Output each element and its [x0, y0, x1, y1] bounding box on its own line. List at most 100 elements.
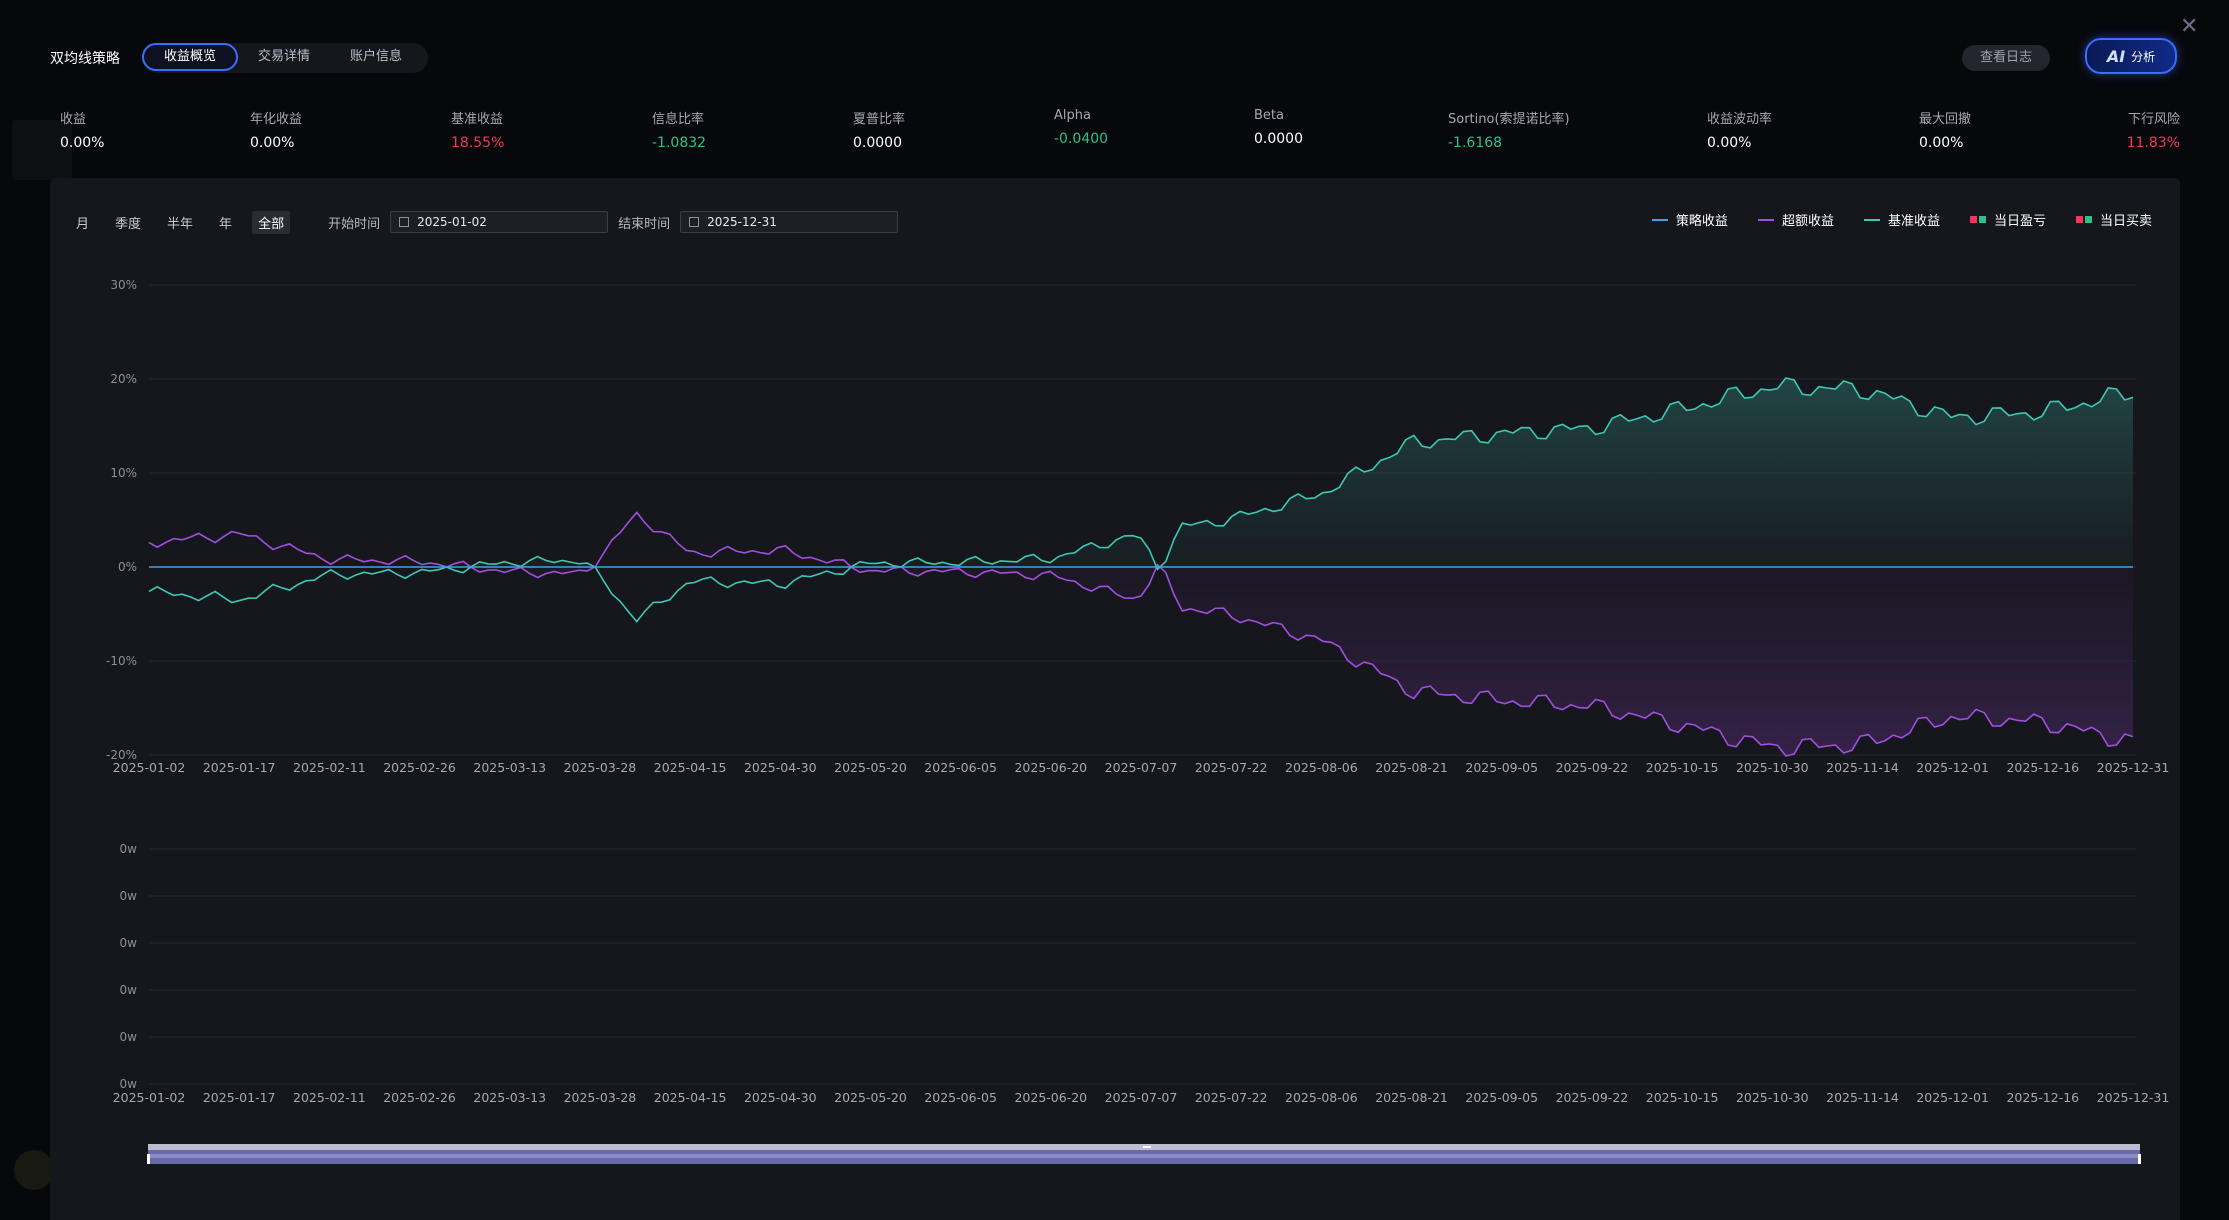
legend-daily-pnl[interactable]: 当日盈亏 [1969, 210, 2046, 229]
end-date-input[interactable]: 2025-12-31 [680, 211, 899, 233]
metric-value: 18.55% [451, 135, 505, 151]
x-tick-label: 2025-05-20 [834, 760, 907, 775]
x-tick-label: 2025-08-06 [1285, 1090, 1358, 1105]
zoom-slider-range [150, 1154, 2138, 1158]
x-tick-label: 2025-07-07 [1105, 760, 1178, 775]
legend-square-marker [1969, 216, 1977, 223]
x-tick-label: 2025-10-15 [1646, 1090, 1719, 1105]
x-tick-label: 2025-06-05 [924, 760, 997, 775]
y-tick-label: 0% [118, 560, 137, 574]
metric-value: -0.0400 [1054, 131, 1109, 147]
zoom-slider-left-handle[interactable] [147, 1154, 150, 1164]
legend-label: 超额收益 [1781, 214, 1834, 229]
metric-value: 0.00% [1707, 135, 1752, 151]
y-tick-label: 20% [110, 372, 137, 386]
metric-label: 信息比率 [652, 112, 705, 127]
metric-sortino: Sortino(索提诺比率) -1.6168 [1448, 108, 1570, 151]
strategy-title: 双均线策略 [50, 51, 120, 67]
close-icon[interactable]: ✕ [2180, 14, 2199, 39]
x-tick-label: 2025-09-22 [1556, 760, 1629, 775]
modal-header: 双均线策略 收益概览 交易详情 账户信息 查看日志 AI 分析 ✕ [0, 0, 2229, 110]
metric-value: 0.00% [250, 135, 295, 151]
metric-return: 收益 0.00% [60, 108, 104, 151]
period-all[interactable]: 全部 [252, 210, 291, 234]
legend-line-marker [1863, 218, 1880, 221]
x-tick-label: 2025-03-13 [473, 1090, 546, 1105]
tab-trade-details[interactable]: 交易详情 [258, 49, 311, 64]
legend-excess[interactable]: 超额收益 [1757, 210, 1834, 229]
start-date-input[interactable]: 2025-01-02 [390, 211, 609, 233]
background-avatar [14, 1150, 54, 1190]
benchmark-return-line [148, 377, 2134, 623]
y-tick-label: 0w [120, 1030, 138, 1044]
ai-analysis-label: 分析 [2131, 49, 2156, 64]
x-tick-label: 2025-03-28 [564, 760, 637, 775]
legend-strategy[interactable]: 策略收益 [1651, 210, 1728, 229]
x-tick-label: 2025-10-30 [1736, 760, 1809, 775]
metric-value: 0.00% [60, 135, 105, 151]
tab-overview[interactable]: 收益概览 [142, 43, 239, 71]
x-tick-label: 2025-03-28 [564, 1090, 637, 1105]
y-tick-label: 0w [120, 842, 138, 856]
legend-square-marker [2075, 216, 2083, 223]
legend-label: 策略收益 [1675, 214, 1728, 229]
x-tick-label: 2025-06-20 [1014, 760, 1087, 775]
period-month[interactable]: 月 [76, 216, 90, 232]
x-tick-label: 2025-12-16 [2006, 760, 2079, 775]
metric-label: 收益 [60, 112, 87, 127]
x-tick-label: 2025-03-13 [473, 760, 546, 775]
x-tick-label: 2025-12-31 [2097, 1090, 2170, 1105]
period-quarter[interactable]: 季度 [115, 216, 142, 232]
y-tick-label: 30% [110, 278, 137, 292]
x-tick-label: 2025-12-16 [2006, 1090, 2079, 1105]
metric-value: 0.0000 [1254, 131, 1303, 147]
metric-volatility: 收益波动率 0.00% [1707, 108, 1772, 151]
metric-value: -1.6168 [1448, 135, 1503, 151]
x-tick-label: 2025-01-02 [113, 1090, 186, 1105]
y-tick-label: -20% [106, 748, 137, 762]
metric-alpha: Alpha -0.0400 [1054, 108, 1108, 147]
metric-label: 夏普比率 [853, 112, 906, 127]
legend-daily-trade[interactable]: 当日买卖 [2075, 210, 2152, 229]
chart-controls: 月 季度 半年 年 全部 开始时间 2025-01-02 结束时间 2025-1… [70, 210, 908, 234]
metric-annual-return: 年化收益 0.00% [250, 108, 302, 151]
period-half-year[interactable]: 半年 [167, 216, 194, 232]
x-tick-label: 2025-10-15 [1646, 760, 1719, 775]
start-date-value: 2025-01-02 [417, 215, 487, 229]
x-tick-label: 2025-07-22 [1195, 1090, 1268, 1105]
x-tick-label: 2025-04-15 [654, 760, 727, 775]
x-tick-label: 2025-11-14 [1826, 1090, 1899, 1105]
zoom-slider-right-handle[interactable] [2138, 1154, 2141, 1164]
legend-square-marker [2084, 216, 2092, 223]
legend-square-marker [1978, 216, 1986, 223]
metric-label: 收益波动率 [1707, 112, 1773, 127]
view-log-button[interactable]: 查看日志 [1962, 45, 2050, 71]
y-tick-label: 0w [120, 889, 138, 903]
legend-line-marker [1651, 218, 1668, 221]
x-tick-label: 2025-01-02 [113, 760, 186, 775]
metric-value: 0.0000 [853, 135, 902, 151]
x-tick-label: 2025-07-07 [1105, 1090, 1178, 1105]
y-tick-label: -10% [106, 654, 137, 668]
legend-benchmark[interactable]: 基准收益 [1863, 210, 1940, 229]
metric-label: 下行风险 [2127, 112, 2180, 127]
x-tick-label: 2025-12-01 [1916, 760, 1989, 775]
metric-label: Alpha [1054, 108, 1091, 123]
period-year[interactable]: 年 [219, 216, 233, 232]
ai-logo-icon: AI [2106, 46, 2126, 66]
x-tick-label: 2025-06-05 [924, 1090, 997, 1105]
metric-downside-risk: 下行风险 11.83% [2127, 108, 2180, 151]
ai-analysis-button[interactable]: AI 分析 [2085, 38, 2177, 74]
x-tick-label: 2025-02-11 [293, 1090, 366, 1105]
metric-value: 0.00% [1919, 135, 1964, 151]
x-tick-label: 2025-04-15 [654, 1090, 727, 1105]
metric-label: 最大回撤 [1919, 112, 1972, 127]
x-tick-label: 2025-07-22 [1195, 760, 1268, 775]
metric-label: 年化收益 [250, 112, 303, 127]
y-tick-label: 10% [110, 466, 137, 480]
zoom-slider-grip-icon[interactable] [1143, 1146, 1151, 1148]
zoom-slider[interactable] [147, 1144, 2141, 1166]
legend-label: 当日盈亏 [1993, 214, 2046, 229]
tab-account-info[interactable]: 账户信息 [350, 49, 403, 64]
